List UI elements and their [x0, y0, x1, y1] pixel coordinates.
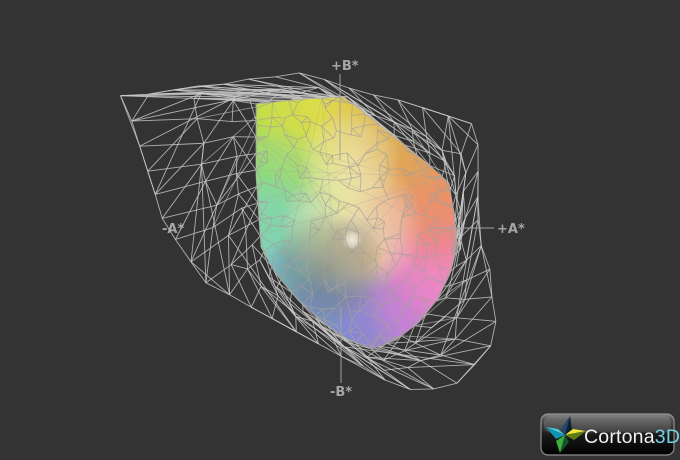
- axis-lines: [339, 74, 494, 383]
- logo-wordmark: Cortona3D: [584, 426, 680, 448]
- cortona3d-logo[interactable]: Cortona3D: [540, 413, 680, 456]
- axis-label-plus-b: +B*: [331, 59, 359, 74]
- reference-gamut-wireframe: [120, 72, 497, 390]
- logo-gloss: [544, 416, 671, 433]
- cortona3d-star-icon: [546, 416, 586, 453]
- logo-text-3d: 3D: [655, 426, 680, 448]
- logo-text-cortona: Cortona: [584, 426, 655, 448]
- axis-label-plus-a: +A*: [497, 222, 525, 237]
- logo-background: [540, 413, 675, 456]
- axis-label-minus-b: -B*: [330, 385, 352, 400]
- wireframe-over-gamut: [256, 97, 457, 349]
